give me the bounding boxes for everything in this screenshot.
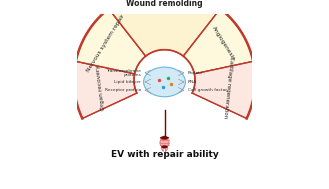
Text: Nervous system repair: Nervous system repair (86, 13, 125, 73)
Text: EV with repair ability: EV with repair ability (111, 150, 218, 159)
Text: Cartilage regeneration: Cartilage regeneration (223, 56, 234, 118)
Text: Receptor protein: Receptor protein (105, 88, 141, 92)
Wedge shape (109, 0, 220, 56)
Text: Angiogenesis: Angiogenesis (211, 25, 236, 61)
Wedge shape (183, 9, 253, 74)
Ellipse shape (161, 137, 168, 139)
Text: Transmembrane
proteins: Transmembrane proteins (106, 69, 141, 77)
Wedge shape (74, 61, 137, 119)
Wedge shape (76, 9, 146, 74)
Ellipse shape (160, 138, 169, 147)
Text: RNA: RNA (188, 80, 197, 84)
Text: Protein: Protein (188, 71, 203, 75)
Text: Lipid bilayer: Lipid bilayer (114, 80, 141, 84)
Wedge shape (161, 136, 168, 140)
Ellipse shape (161, 146, 168, 148)
Text: Wound remolding: Wound remolding (126, 0, 203, 8)
Text: Organ recovery: Organ recovery (95, 65, 106, 111)
Text: Cell growth factor: Cell growth factor (188, 88, 227, 92)
Wedge shape (192, 61, 255, 119)
Ellipse shape (143, 67, 186, 97)
